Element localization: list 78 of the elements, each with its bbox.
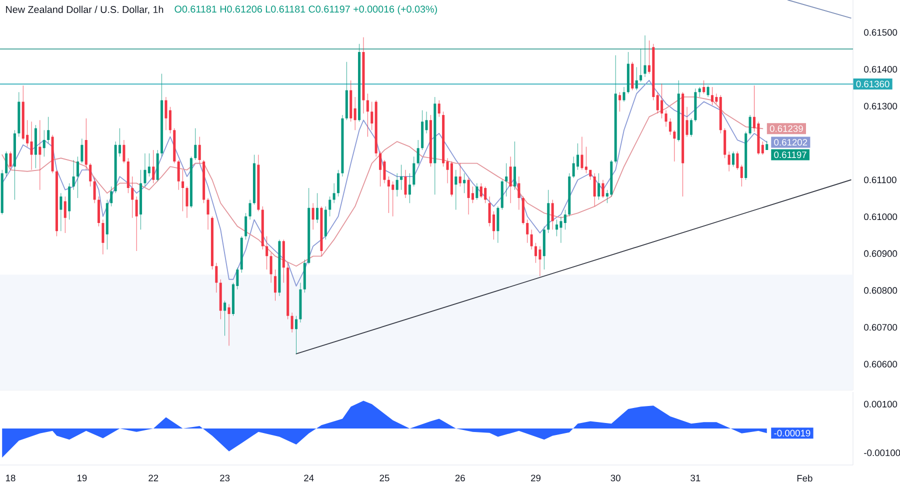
x-tick-label: 23 — [220, 474, 230, 482]
candlestick — [509, 156, 512, 204]
candlestick — [538, 246, 542, 276]
candlestick — [673, 130, 676, 162]
candlestick — [84, 118, 88, 170]
candlestick — [454, 170, 458, 210]
candlestick — [366, 94, 369, 137]
candlestick — [635, 67, 638, 90]
x-tick-label: Feb — [797, 474, 812, 482]
y-tick-label: 0.60600 — [864, 360, 898, 368]
candlestick — [38, 120, 42, 190]
text: 0.61197 — [774, 151, 806, 158]
y-tick-label: 0.00100 — [864, 400, 898, 408]
candlestick — [416, 140, 420, 165]
candlestick — [640, 48, 642, 82]
candlestick — [728, 151, 730, 172]
candlestick — [618, 92, 622, 112]
candlestick — [148, 153, 150, 177]
candlestick — [564, 210, 566, 230]
candlestick — [387, 176, 390, 214]
text: O0.61181 H0.61206 L0.61181 C0.61197 +0.00016 (+0.03%) — [174, 5, 437, 15]
x-tick-label: 26 — [455, 474, 465, 482]
candlestick — [332, 183, 336, 204]
candlestick — [396, 173, 398, 196]
candlestick — [135, 196, 138, 252]
candlestick — [556, 220, 558, 236]
candlestick — [182, 170, 184, 212]
candlestick — [513, 142, 516, 190]
candlestick — [710, 86, 714, 106]
candlestick — [60, 193, 62, 232]
y-tick-label: -0.00100 — [864, 450, 900, 456]
data-label: 0.61202 — [774, 138, 808, 146]
x-tick-label: 29 — [531, 474, 540, 482]
y-tick-label: 0.61300 — [864, 102, 898, 110]
ref-line-label: 0.61360 — [856, 80, 890, 88]
candlestick — [354, 96, 356, 130]
candlestick — [463, 173, 466, 194]
x-tick-label: 22 — [148, 474, 158, 482]
x-tick-label: 31 — [690, 474, 700, 482]
candlestick — [294, 316, 298, 354]
candlestick — [400, 164, 403, 190]
candlestick — [152, 150, 155, 184]
candlestick — [64, 196, 66, 233]
line-series — [2, 80, 768, 287]
candlestick — [370, 102, 374, 130]
y-tick-label: 0.61500 — [864, 29, 898, 36]
x-tick-label: 24 — [304, 474, 314, 482]
y-tick-label: 0.61400 — [864, 66, 898, 73]
y-tick-label: 0.60900 — [864, 250, 898, 257]
candlestick — [42, 130, 46, 157]
candlestick — [505, 163, 508, 196]
candlestick — [526, 220, 529, 243]
candlestick — [598, 173, 600, 200]
candlestick — [458, 163, 462, 187]
candlestick — [131, 176, 134, 218]
y-tick-label: 0.61100 — [864, 176, 896, 184]
candlestick — [584, 146, 588, 174]
candlestick — [518, 176, 520, 210]
candlestick — [224, 300, 226, 336]
candlestick — [266, 236, 268, 270]
y-tick-label: 0.60800 — [864, 287, 898, 294]
candlestick — [660, 84, 664, 118]
data-label: 0.61239 — [770, 125, 803, 132]
x-tick-label: 19 — [77, 474, 87, 482]
text: New Zealand Dollar / U.S. Dollar, 1h — [6, 6, 164, 14]
x-tick-label: 18 — [6, 474, 16, 482]
candlestick — [72, 160, 75, 190]
candlestick — [13, 130, 16, 200]
x-tick-label: 30 — [610, 474, 620, 482]
y-tick-label: 0.60700 — [864, 324, 898, 331]
line-series — [2, 96, 764, 267]
candlestick — [76, 156, 80, 198]
candlestick — [316, 193, 319, 223]
candlestick — [47, 116, 50, 144]
y-tick-label: 0.61000 — [864, 213, 898, 220]
candlestick — [408, 173, 411, 204]
data-label: -0.00019 — [774, 430, 810, 436]
x-tick-label: 25 — [380, 474, 390, 482]
